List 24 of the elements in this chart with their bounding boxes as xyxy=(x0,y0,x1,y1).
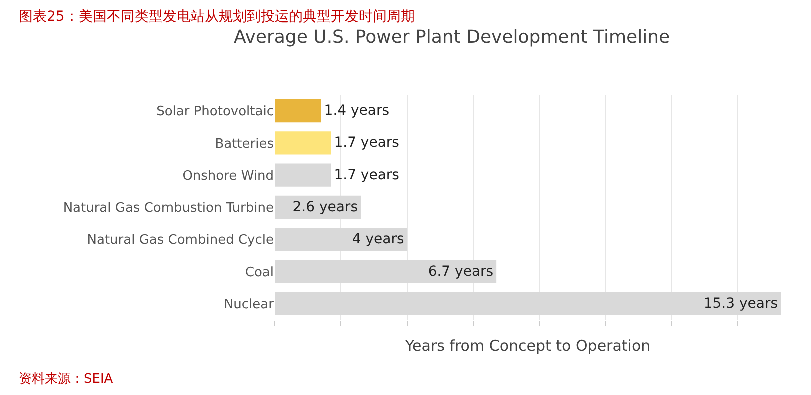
data-label: 15.3 years xyxy=(704,296,778,312)
bar xyxy=(275,164,332,187)
chart-subtitle: Average U.S. Power Plant Development Timeline xyxy=(234,27,670,48)
y-tick-label: Natural Gas Combined Cycle xyxy=(87,233,274,248)
bar xyxy=(275,100,322,123)
data-label: 1.7 years xyxy=(334,135,400,152)
bar xyxy=(275,228,408,252)
y-tick-label: Solar Photovoltaic xyxy=(156,104,274,120)
y-tick-label: Onshore Wind xyxy=(182,168,274,184)
bar xyxy=(275,292,781,316)
data-label: 2.6 years xyxy=(292,200,358,216)
text: 资料来源：SEIA xyxy=(19,372,114,387)
data-label: 1.4 years xyxy=(324,103,390,120)
x-axis-title: Years from Concept to Operation xyxy=(404,337,651,355)
data-label: 4 years xyxy=(352,232,404,248)
data-label: 1.7 years xyxy=(334,167,400,184)
bar xyxy=(275,260,497,284)
data-label: 6.7 years xyxy=(428,264,494,280)
chart-title: 图表25：美国不同类型发电站从规划到投运的典型开发时间周期 xyxy=(19,9,415,25)
bar xyxy=(275,132,332,155)
y-tick-label: Coal xyxy=(245,265,274,280)
y-tick-label: Batteries xyxy=(215,136,274,152)
y-tick-label: Natural Gas Combustion Turbine xyxy=(63,201,274,216)
y-tick-label: Nuclear xyxy=(224,297,275,312)
